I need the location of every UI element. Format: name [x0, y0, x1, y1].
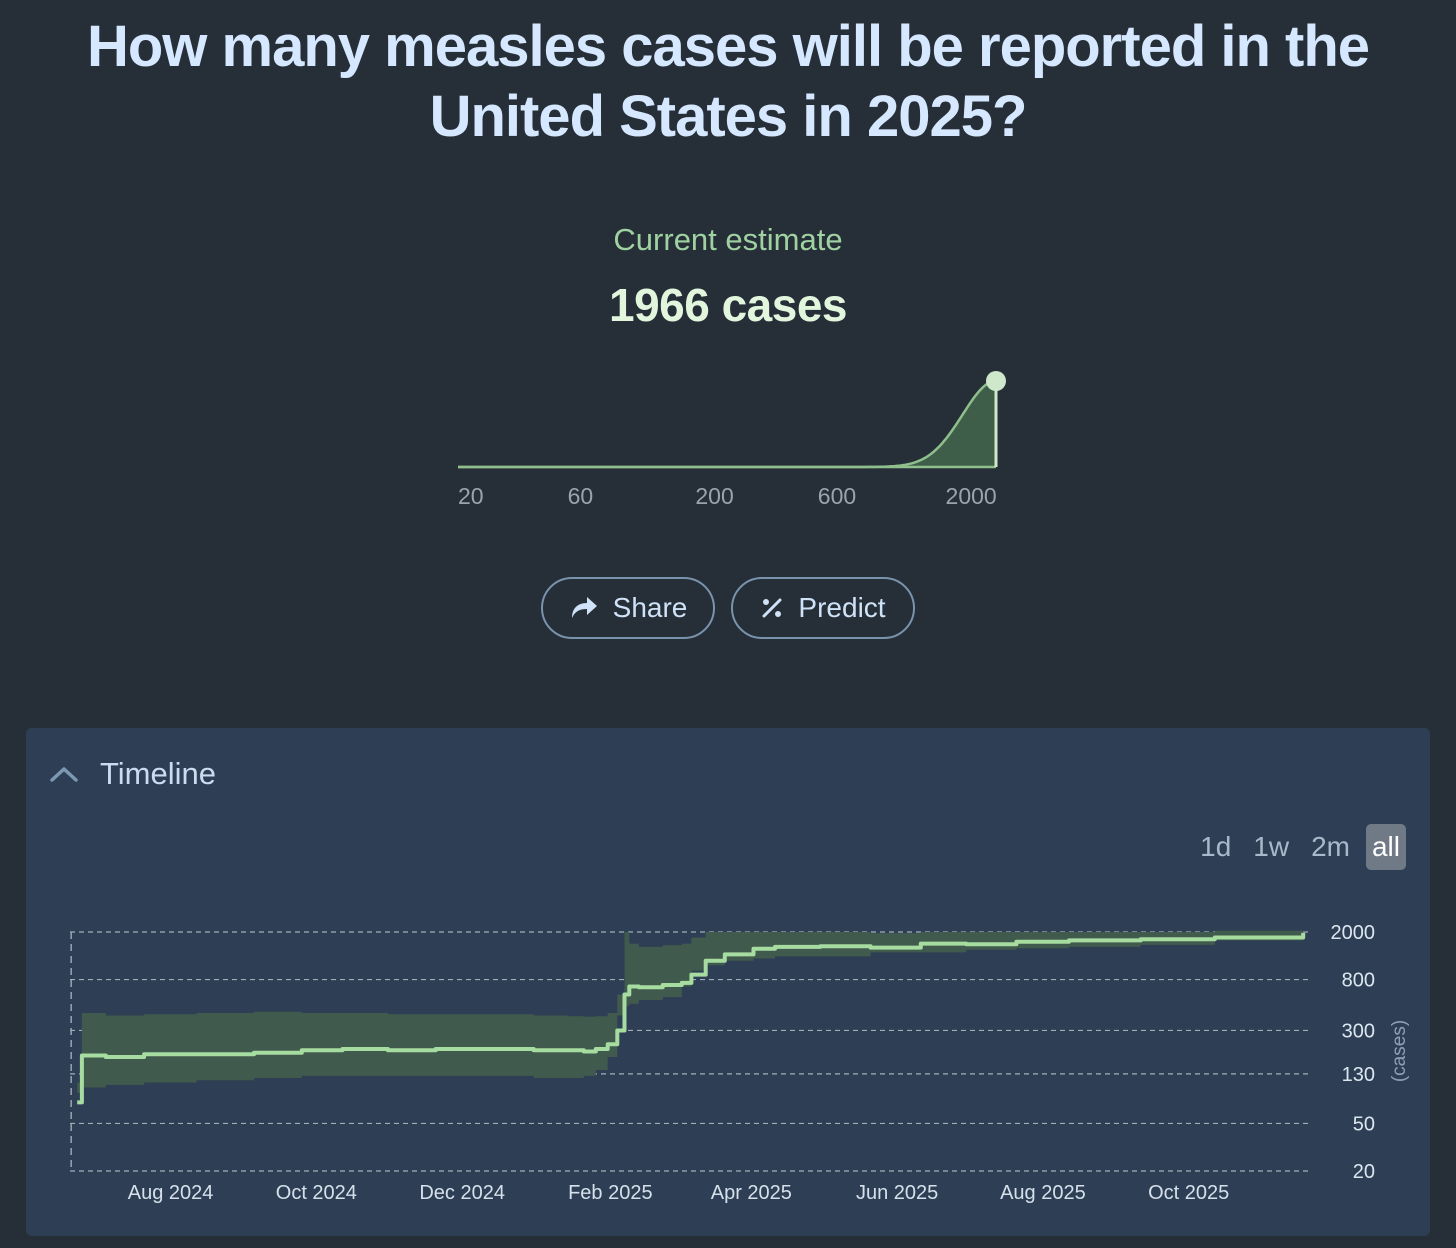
y-tick-label: 300 [1342, 1020, 1375, 1042]
predict-button[interactable]: Predict [731, 577, 915, 639]
share-icon [571, 597, 597, 618]
range-tab-all[interactable]: all [1365, 824, 1406, 870]
x-tick-label: Feb 2025 [568, 1182, 653, 1204]
range-tab-1d[interactable]: 1d [1200, 831, 1232, 862]
forecast-line [77, 932, 1306, 1105]
distribution-mini-chart: 20 60 200 600 2000 [458, 371, 1006, 509]
x-tick-label: Aug 2024 [128, 1182, 214, 1204]
x-tick-label: Apr 2025 [711, 1182, 792, 1204]
share-button-label: Share [612, 592, 688, 623]
mini-tick-label: 200 [695, 483, 733, 509]
confidence-band [77, 928, 1304, 1124]
x-tick-label: Dec 2024 [419, 1182, 505, 1204]
mini-tick-label: 60 [568, 483, 594, 509]
distribution-fill [458, 381, 996, 467]
timeline-title: Timeline [100, 756, 216, 791]
distribution-curve [458, 379, 997, 469]
x-tick-label: Jun 2025 [856, 1182, 938, 1204]
percent-icon [762, 598, 782, 618]
y-tick-label: 20 [1353, 1161, 1375, 1183]
mini-tick-label: 2000 [946, 483, 997, 509]
chevron-up-icon[interactable] [48, 764, 80, 784]
timeline-panel: Timeline 1d 1w 2m all 20 50 130 300 800 2000 … [26, 728, 1430, 1236]
y-tick-label: 50 [1353, 1113, 1375, 1135]
y-tick-label: 130 [1342, 1064, 1375, 1086]
estimate-label: Current estimate [613, 222, 843, 257]
x-tick-label: Aug 2025 [1000, 1182, 1086, 1204]
range-tabs: 1d 1w 2m all [1194, 824, 1406, 870]
x-tick-label: Oct 2024 [276, 1182, 357, 1204]
x-tick-label: Oct 2025 [1148, 1182, 1229, 1204]
y-tick-label: 800 [1342, 970, 1375, 992]
share-button[interactable]: Share [541, 577, 715, 639]
mini-tick-label: 20 [458, 483, 484, 509]
timeline-header[interactable]: Timeline [48, 756, 216, 792]
y-tick-label: 2000 [1331, 922, 1376, 944]
question-title: How many measles cases will be reported … [86, 14, 1370, 149]
range-tab-2m[interactable]: 2m [1311, 831, 1350, 862]
range-tab-1w[interactable]: 1w [1253, 831, 1290, 862]
estimate-value: 1966 cases [608, 279, 848, 331]
mini-tick-label: 600 [818, 483, 856, 509]
estimate-marker [986, 371, 1006, 391]
timeline-chart[interactable]: 20 50 130 300 800 2000 Aug 2024 Oct 2024 Dec 20… [26, 728, 1430, 1236]
y-axis-label: (cases) [1389, 1020, 1410, 1082]
predict-button-label: Predict [798, 592, 886, 623]
